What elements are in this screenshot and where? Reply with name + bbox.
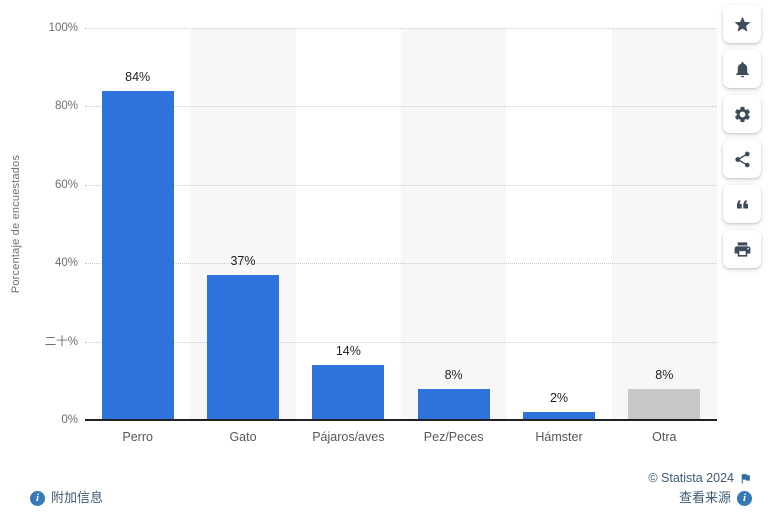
gridline-80 (85, 106, 717, 108)
bar-pajaros-aves[interactable] (312, 365, 385, 420)
gear-icon (734, 106, 750, 122)
column-band (401, 28, 507, 420)
y-axis-title: Porcentaje de encuestados (10, 154, 22, 294)
value-label-gato: 37% (230, 253, 256, 268)
gridline-40 (85, 263, 717, 265)
y-tick-60: 60% (54, 178, 78, 191)
gridline-60 (85, 184, 717, 186)
print-button[interactable] (723, 230, 761, 268)
info-icon: i (737, 490, 752, 506)
x-tick-perro: Perro (122, 430, 153, 444)
x-tick-hamster: Hámster (535, 430, 583, 444)
bar-otra[interactable] (628, 388, 701, 420)
y-tick-0: 0% (61, 414, 78, 426)
y-tick-40: 40% (54, 257, 78, 270)
plot-area: 84% 37% 14% 8% 2% 8% (85, 28, 717, 420)
y-tick-100: 100% (48, 22, 78, 34)
value-label-hamster: 2% (549, 391, 569, 406)
bell-icon (735, 61, 749, 77)
copyright-text: © Statista 2024 (648, 471, 734, 485)
cite-button[interactable] (723, 185, 761, 223)
view-source-label: 查看来源 (678, 490, 731, 505)
share-icon (734, 151, 750, 167)
y-tick-80: 80% (54, 100, 78, 113)
view-source-link[interactable]: 查看来源 i (679, 490, 752, 506)
bar-pez-peces[interactable] (417, 388, 490, 420)
copyright-notice: © Statista 2024 (648, 470, 752, 486)
y-tick-20: 二十% (44, 335, 78, 348)
x-tick-pez-peces: Pez/Peces (423, 430, 484, 444)
star-icon (734, 16, 750, 32)
printer-icon (734, 241, 750, 257)
flag-icon (741, 473, 750, 483)
bar-hamster[interactable] (523, 412, 595, 420)
bar-perro[interactable] (101, 90, 174, 420)
favorite-button[interactable] (723, 5, 761, 43)
chart-toolbar (719, 5, 765, 268)
share-button[interactable] (723, 140, 761, 178)
x-axis-line (85, 419, 717, 421)
x-tick-otra: Otra (652, 430, 677, 444)
value-label-pez-peces: 8% (444, 367, 463, 382)
gridline-20 (85, 341, 717, 343)
notifications-button[interactable] (723, 50, 761, 88)
additional-info-label: 附加信息 (51, 490, 104, 505)
gridline-100 (85, 28, 717, 29)
x-tick-pajaros-aves: Pájaros/aves (312, 430, 385, 444)
settings-button[interactable] (723, 95, 761, 133)
value-label-pajaros-aves: 14% (335, 344, 361, 359)
x-tick-gato: Gato (229, 430, 257, 444)
info-icon: i (30, 490, 45, 506)
column-band (611, 28, 717, 420)
bar-gato[interactable] (207, 274, 279, 420)
quote-icon (736, 200, 748, 208)
value-label-perro: 84% (125, 69, 151, 84)
additional-info-link[interactable]: i 附加信息 (30, 490, 103, 506)
value-label-otra: 8% (655, 367, 674, 382)
